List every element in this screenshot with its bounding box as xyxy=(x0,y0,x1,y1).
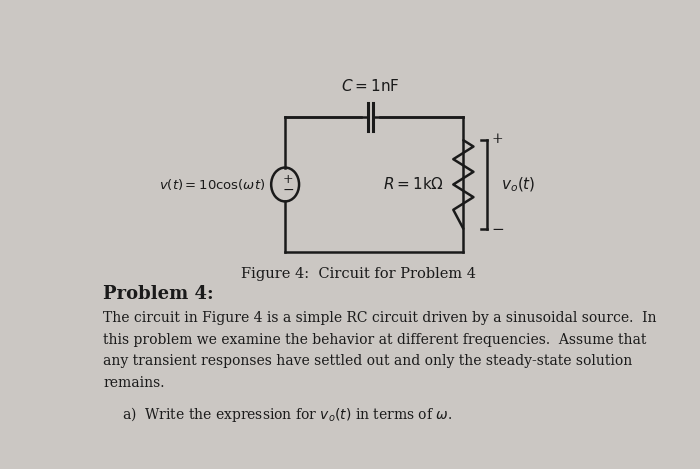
Text: Problem 4:: Problem 4: xyxy=(103,285,214,303)
Text: The circuit in Figure 4 is a simple RC circuit driven by a sinusoidal source.  I: The circuit in Figure 4 is a simple RC c… xyxy=(103,311,657,325)
Text: this problem we examine the behavior at different frequencies.  Assume that: this problem we examine the behavior at … xyxy=(103,333,646,347)
Text: any transient responses have settled out and only the steady-state solution: any transient responses have settled out… xyxy=(103,354,632,368)
Text: Figure 4:  Circuit for Problem 4: Figure 4: Circuit for Problem 4 xyxy=(241,267,476,281)
Text: $v(t) = 10\cos(\omega t)$: $v(t) = 10\cos(\omega t)$ xyxy=(159,177,265,192)
Text: +: + xyxy=(283,173,293,186)
Text: $v_o(t)$: $v_o(t)$ xyxy=(501,175,536,194)
Text: −: − xyxy=(491,223,504,237)
Text: $C = 1\mathrm{nF}$: $C = 1\mathrm{nF}$ xyxy=(341,78,400,94)
Text: $R = 1\mathrm{k}\Omega$: $R = 1\mathrm{k}\Omega$ xyxy=(383,176,444,192)
Text: a)  Write the expression for $v_o(t)$ in terms of $\omega$.: a) Write the expression for $v_o(t)$ in … xyxy=(122,405,453,424)
Text: remains.: remains. xyxy=(103,376,164,390)
Text: −: − xyxy=(282,183,294,197)
Text: +: + xyxy=(491,132,503,146)
